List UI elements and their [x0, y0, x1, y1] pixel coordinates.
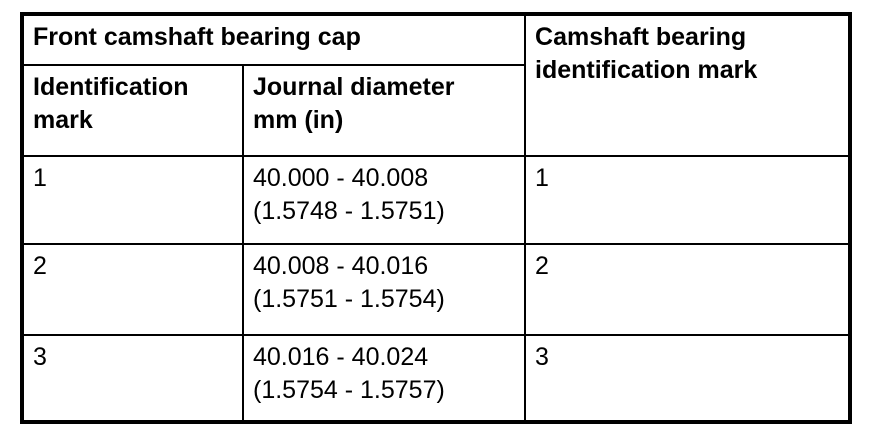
cell-identification-mark: 3	[21, 334, 244, 423]
cell-journal-diameter: 40.016 - 40.024 (1.5754 - 1.5757)	[241, 334, 527, 423]
header-front-camshaft-bearing-cap: Front camshaft bearing cap	[20, 13, 527, 66]
header-row-columns: Identification mark Journal diameter mm …	[21, 64, 850, 157]
header-journal-diameter: Journal diameter mm (in)	[241, 64, 527, 157]
cell-identification-mark: 1	[21, 155, 244, 245]
cell-identification-mark: 2	[21, 243, 244, 336]
table-row: 3 40.016 - 40.024 (1.5754 - 1.5757) 3	[21, 334, 852, 423]
cell-journal-diameter: 40.008 - 40.016 (1.5751 - 1.5754)	[241, 243, 527, 336]
cell-bearing-identification-mark: 3	[524, 334, 852, 423]
header-row-group: Front camshaft bearing cap Camshaft bear…	[20, 13, 852, 157]
header-identification-mark: Identification mark	[21, 64, 244, 157]
cell-journal-diameter: 40.000 - 40.008 (1.5748 - 1.5751)	[241, 155, 527, 245]
cell-bearing-identification-mark: 1	[524, 155, 852, 245]
header-camshaft-bearing-identification-mark: Camshaft bearing identification mark	[524, 13, 852, 157]
camshaft-bearing-spec-table: Front camshaft bearing cap Camshaft bear…	[20, 12, 853, 424]
cell-bearing-identification-mark: 2	[524, 243, 852, 336]
table-row: 2 40.008 - 40.016 (1.5751 - 1.5754) 2	[21, 243, 852, 336]
table-row: 1 40.000 - 40.008 (1.5748 - 1.5751) 1	[21, 155, 852, 245]
